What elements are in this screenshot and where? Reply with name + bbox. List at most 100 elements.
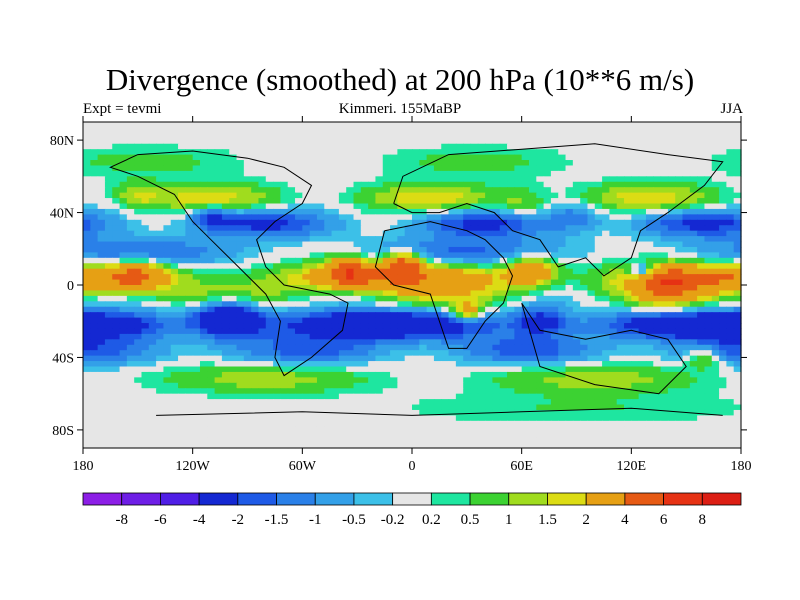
- field-cell: [287, 301, 296, 308]
- field-cell: [390, 122, 398, 129]
- field-cell: [594, 409, 603, 416]
- field-cell: [368, 344, 377, 351]
- field-cell: [346, 388, 355, 395]
- field-cell: [302, 350, 311, 357]
- field-cell: [711, 279, 720, 286]
- field-cell: [558, 127, 567, 134]
- field-cell: [273, 404, 281, 411]
- field-cell: [631, 388, 640, 395]
- field-cell: [485, 350, 494, 357]
- field-cell: [624, 176, 632, 183]
- field-cell: [697, 350, 706, 357]
- field-cell: [324, 393, 333, 400]
- field-cell: [689, 187, 698, 194]
- field-cell: [207, 317, 216, 324]
- field-cell: [653, 274, 662, 281]
- field-cell: [528, 149, 537, 156]
- field-cell: [382, 328, 391, 335]
- field-cell: [331, 415, 340, 422]
- field-cell: [667, 214, 676, 221]
- field-cell: [624, 366, 632, 373]
- field-cell: [675, 377, 684, 384]
- field-cell: [433, 328, 442, 335]
- field-cell: [667, 187, 676, 194]
- field-cell: [97, 252, 106, 259]
- field-cell: [521, 122, 530, 129]
- field-cell: [638, 339, 647, 346]
- field-cell: [199, 366, 208, 373]
- field-cell: [455, 415, 464, 422]
- field-cell: [441, 268, 450, 275]
- field-cell: [382, 388, 391, 395]
- field-cell: [163, 268, 172, 275]
- field-cell: [616, 230, 625, 237]
- field-cell: [265, 176, 274, 183]
- field-cell: [148, 263, 157, 270]
- field-cell: [178, 122, 186, 129]
- field-cell: [251, 241, 260, 248]
- field-cell: [667, 219, 676, 226]
- field-cell: [463, 154, 472, 161]
- field-cell: [397, 333, 406, 340]
- field-cell: [675, 393, 684, 400]
- field-cell: [448, 122, 457, 129]
- field-cell: [514, 371, 523, 378]
- field-cell: [90, 122, 99, 129]
- field-cell: [331, 154, 340, 161]
- field-cell: [295, 252, 303, 259]
- field-cell: [726, 361, 735, 368]
- field-cell: [273, 214, 281, 221]
- field-cell: [280, 420, 289, 427]
- field-cell: [704, 344, 713, 351]
- field-cell: [295, 312, 303, 319]
- field-cell: [507, 187, 515, 194]
- field-cell: [397, 388, 406, 395]
- field-cell: [463, 290, 472, 297]
- field-cell: [675, 409, 684, 416]
- field-cell: [587, 176, 596, 183]
- field-cell: [565, 143, 574, 150]
- field-cell: [83, 246, 91, 253]
- field-cell: [514, 214, 523, 221]
- field-cell: [192, 274, 201, 281]
- field-cell: [675, 122, 684, 129]
- field-cell: [178, 263, 186, 270]
- field-cell: [346, 361, 355, 368]
- field-cell: [550, 306, 559, 313]
- field-cell: [528, 170, 537, 177]
- field-cell: [360, 214, 369, 221]
- field-cell: [375, 127, 384, 134]
- field-cell: [119, 160, 128, 167]
- field-cell: [214, 138, 223, 145]
- field-cell: [726, 246, 735, 253]
- field-cell: [704, 355, 713, 362]
- field-cell: [207, 214, 216, 221]
- field-cell: [382, 154, 391, 161]
- field-cell: [572, 138, 581, 145]
- field-cell: [624, 154, 632, 161]
- field-cell: [163, 350, 172, 357]
- field-cell: [660, 257, 669, 264]
- field-cell: [265, 219, 274, 226]
- field-cell: [97, 393, 106, 400]
- field-cell: [645, 333, 654, 340]
- field-cell: [711, 154, 720, 161]
- field-cell: [324, 274, 333, 281]
- field-cell: [338, 344, 347, 351]
- field-cell: [119, 377, 128, 384]
- field-cell: [90, 241, 99, 248]
- field-cell: [499, 127, 508, 134]
- field-cell: [178, 268, 186, 275]
- field-cell: [404, 285, 413, 292]
- field-cell: [104, 279, 113, 286]
- field-cell: [170, 333, 179, 340]
- field-cell: [126, 208, 135, 215]
- field-cell: [178, 350, 186, 357]
- field-cell: [726, 344, 735, 351]
- field-cell: [485, 328, 494, 335]
- field-cell: [697, 203, 706, 210]
- field-cell: [638, 263, 647, 270]
- field-cell: [90, 187, 99, 194]
- field-cell: [185, 312, 194, 319]
- field-cell: [302, 344, 311, 351]
